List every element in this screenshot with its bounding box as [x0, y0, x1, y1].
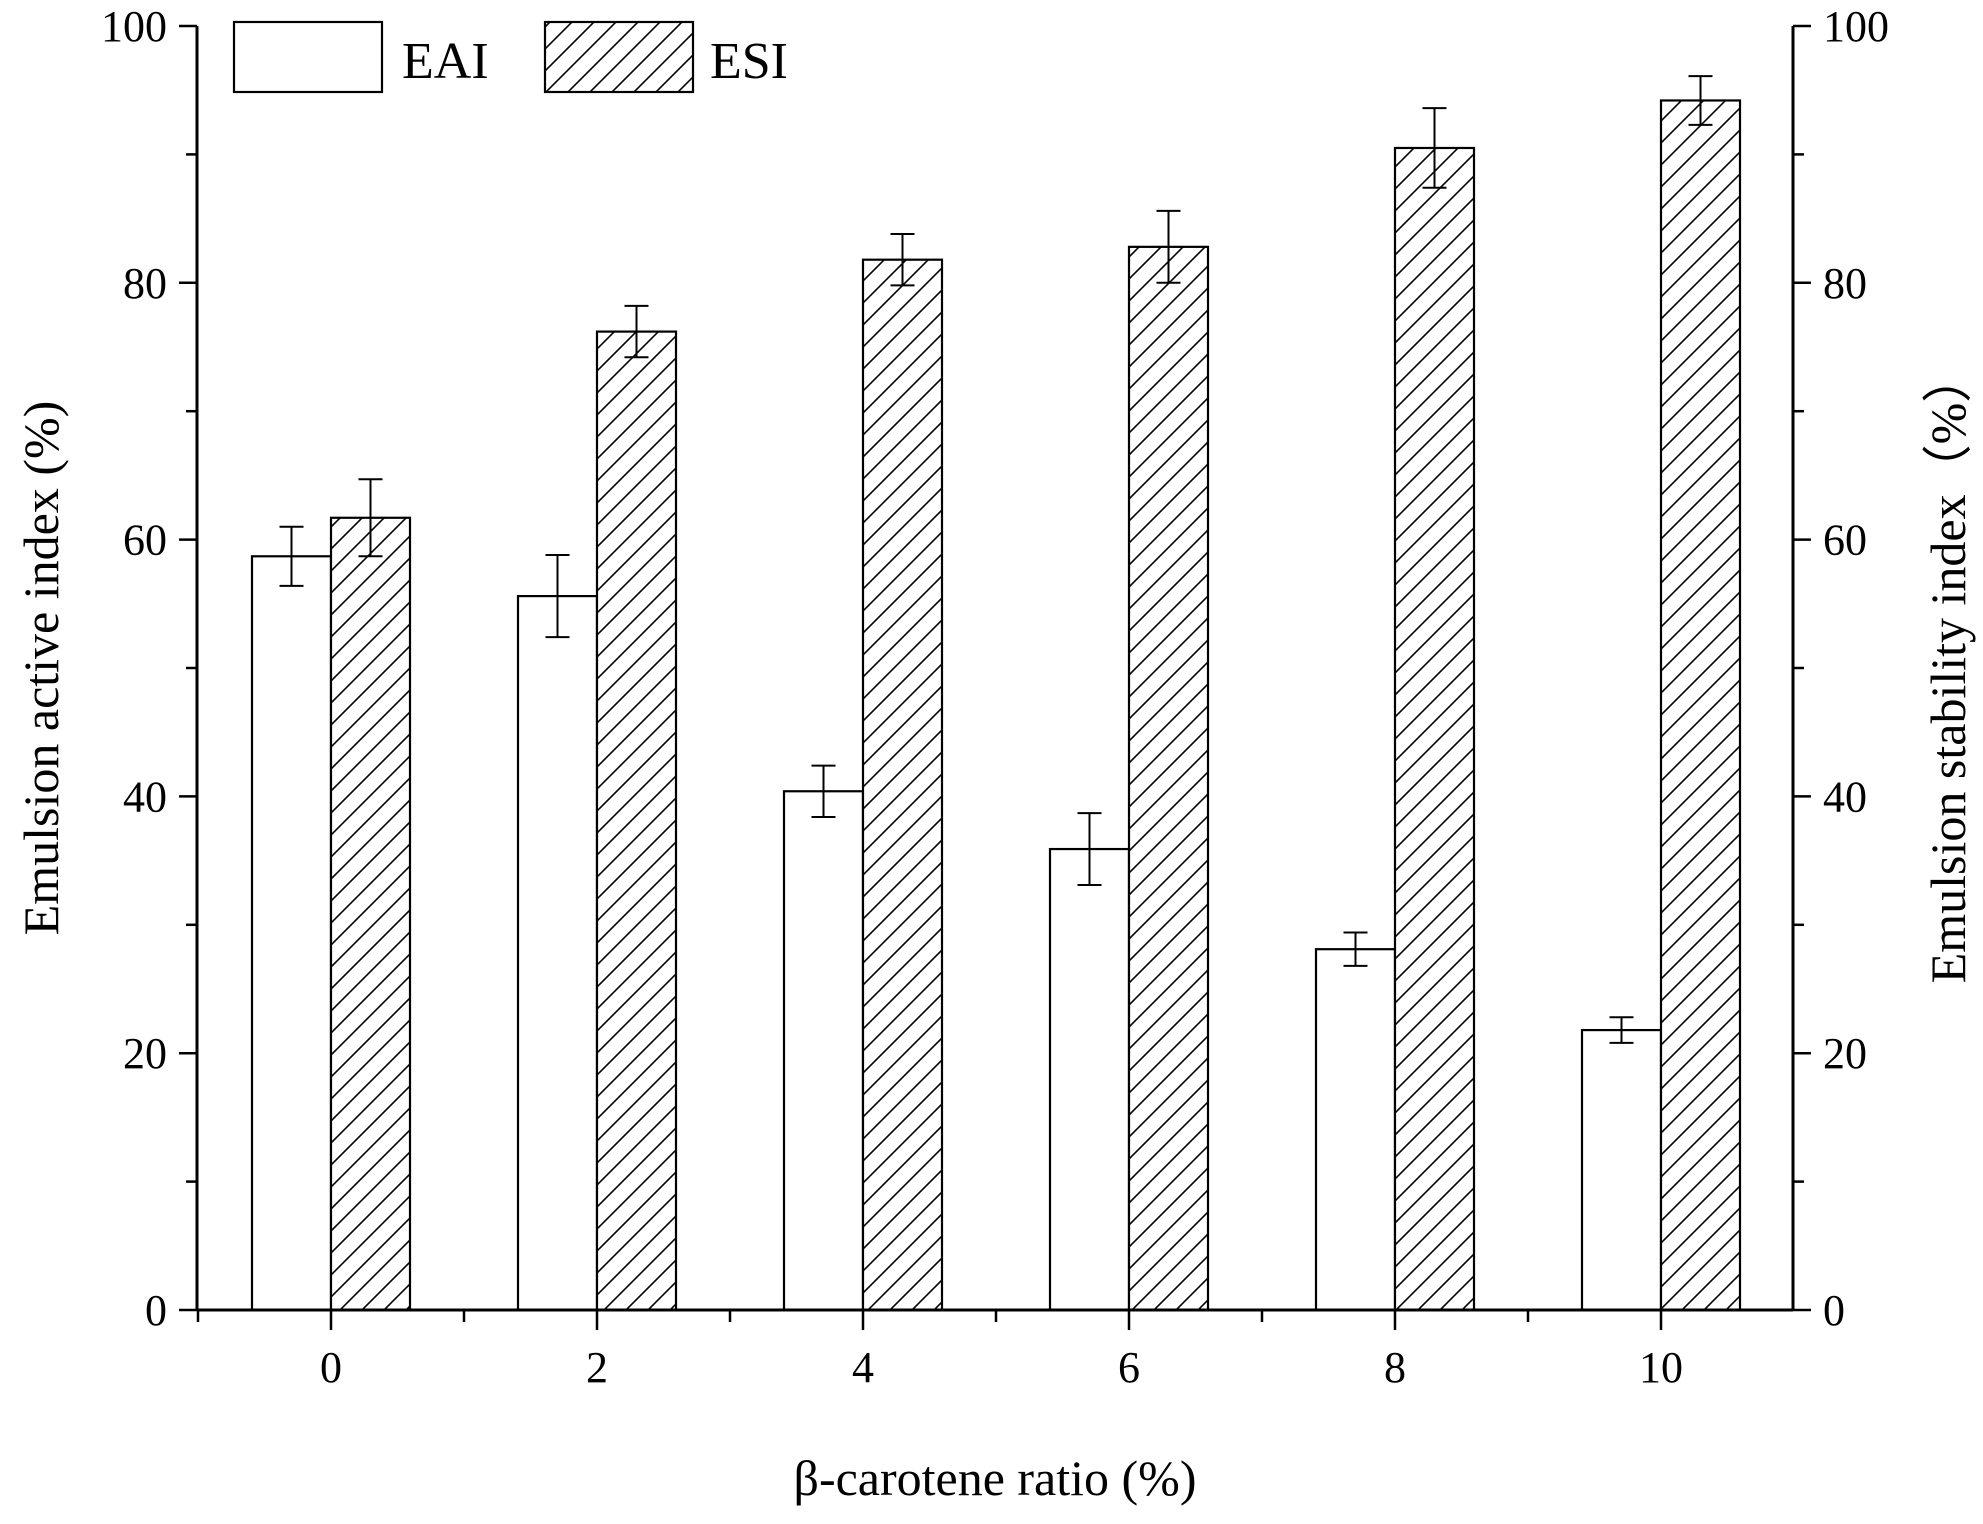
x-tick-label: 0	[320, 1343, 342, 1392]
y-left-tick-label: 20	[123, 1029, 167, 1078]
x-tick-label: 8	[1384, 1343, 1406, 1392]
bar-eai-0	[250, 555, 333, 1312]
y-axis-right-title: Emulsion stability index（%）	[1920, 353, 1976, 984]
error-bar-esi-8	[1422, 107, 1447, 189]
error-bar-esi-10	[1688, 75, 1713, 126]
error-bar-esi-6	[1156, 209, 1181, 284]
bar-esi-6	[1127, 245, 1210, 1312]
legend-item-eai: EAI	[232, 20, 489, 94]
x-tick-label: 10	[1639, 1343, 1683, 1392]
y-right-tick-label: 40	[1823, 772, 1867, 821]
legend-label-esi: ESI	[710, 33, 788, 90]
y-right-tick-label: 20	[1823, 1029, 1867, 1078]
bar-eai-8	[1314, 948, 1397, 1312]
y-right-tick-label: 100	[1823, 2, 1889, 51]
legend-swatch-eai	[232, 20, 384, 94]
legend-swatch-esi	[543, 20, 695, 94]
y-right-tick-label: 60	[1823, 516, 1867, 565]
bar-esi-4	[861, 258, 944, 1312]
legend-item-esi: ESI	[543, 20, 788, 94]
y-right-tick-label: 0	[1823, 1286, 1845, 1335]
y-left-tick-label: 40	[123, 772, 167, 821]
legend-label-eai: EAI	[402, 33, 489, 90]
x-tick-label: 4	[852, 1343, 874, 1392]
error-bar-eai-4	[811, 764, 836, 818]
error-bar-esi-4	[890, 233, 915, 287]
y-left-tick-label: 60	[123, 516, 167, 565]
bar-esi-2	[595, 330, 678, 1312]
error-bar-eai-0	[279, 525, 304, 587]
bar-eai-2	[516, 594, 599, 1312]
x-tick-label: 2	[586, 1343, 608, 1392]
bar-esi-10	[1659, 99, 1742, 1312]
y-left-tick-label: 0	[145, 1286, 167, 1335]
y-axis-left-title: Emulsion active index (%)	[13, 401, 69, 936]
y-left-tick-label: 80	[123, 259, 167, 308]
error-bar-eai-8	[1343, 931, 1368, 967]
error-bar-eai-2	[545, 554, 570, 639]
x-axis-title: β-carotene ratio (%)	[794, 1450, 1197, 1506]
y-right-tick-label: 80	[1823, 259, 1867, 308]
error-bar-esi-2	[624, 304, 649, 359]
bar-eai-10	[1580, 1028, 1663, 1312]
x-tick-label: 6	[1118, 1343, 1140, 1392]
bar-eai-4	[782, 790, 865, 1312]
bar-esi-8	[1393, 146, 1476, 1312]
bar-esi-0	[329, 516, 412, 1312]
bar-eai-6	[1048, 847, 1131, 1312]
error-bar-esi-0	[358, 478, 383, 558]
y-left-tick-label: 100	[101, 2, 167, 51]
error-bar-eai-10	[1609, 1016, 1634, 1044]
error-bar-eai-6	[1077, 812, 1102, 886]
